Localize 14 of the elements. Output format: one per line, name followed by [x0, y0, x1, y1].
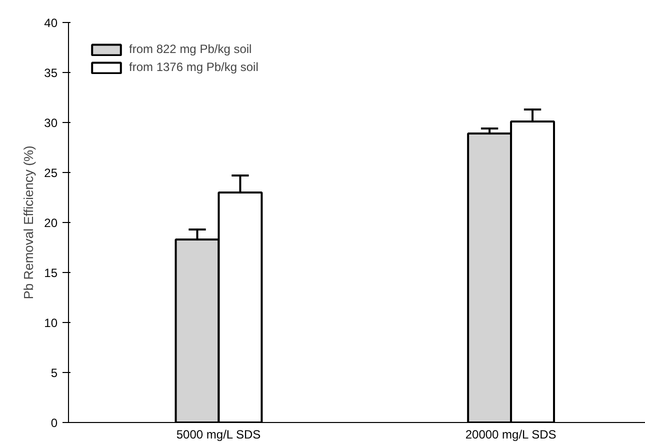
y-tick-label: 30 — [44, 116, 58, 130]
y-tick-label: 0 — [50, 416, 58, 430]
x-tick-label: 5000 mg/L SDS — [176, 428, 261, 442]
y-axis-title: Pb Removal Efficiency (%) — [21, 146, 36, 300]
y-tick-label: 15 — [44, 266, 58, 280]
y-tick-label: 5 — [50, 366, 58, 380]
y-tick-label: 10 — [44, 316, 58, 330]
y-tick-label: 35 — [44, 66, 58, 80]
legend-label: from 1376 mg Pb/kg soil — [129, 60, 258, 74]
y-tick-label: 40 — [44, 16, 58, 30]
x-tick-label: 20000 mg/L SDS — [465, 428, 556, 442]
y-tick-label: 20 — [44, 216, 58, 230]
y-tick-label: 25 — [44, 166, 58, 180]
legend-label: from 822 mg Pb/kg soil — [129, 42, 252, 56]
